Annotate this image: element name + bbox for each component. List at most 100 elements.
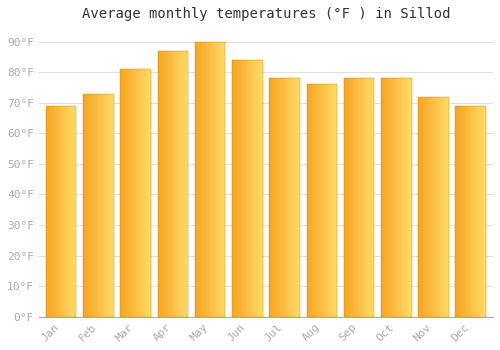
Bar <box>394 78 396 317</box>
Bar <box>360 78 362 317</box>
Bar <box>407 78 408 317</box>
Bar <box>274 78 276 317</box>
Bar <box>429 97 430 317</box>
Bar <box>392 78 393 317</box>
Bar <box>212 42 213 317</box>
Bar <box>314 84 316 317</box>
Bar <box>308 84 310 317</box>
Bar <box>358 78 359 317</box>
Bar <box>248 60 249 317</box>
Bar <box>140 69 141 317</box>
Bar <box>131 69 132 317</box>
Bar <box>143 69 145 317</box>
Bar <box>426 97 428 317</box>
Bar <box>196 42 198 317</box>
Bar <box>102 93 103 317</box>
Bar <box>185 51 186 317</box>
Bar <box>463 106 464 317</box>
Bar <box>70 106 72 317</box>
Bar <box>354 78 356 317</box>
Bar <box>46 106 76 317</box>
Bar <box>420 97 422 317</box>
Bar <box>138 69 140 317</box>
Bar <box>236 60 238 317</box>
Bar <box>232 60 234 317</box>
Bar <box>320 84 322 317</box>
Bar <box>100 93 102 317</box>
Bar <box>282 78 283 317</box>
Bar <box>284 78 286 317</box>
Bar <box>90 93 92 317</box>
Bar <box>213 42 214 317</box>
Bar <box>62 106 64 317</box>
Bar <box>166 51 168 317</box>
Bar <box>48 106 49 317</box>
Bar <box>469 106 470 317</box>
Bar <box>109 93 110 317</box>
Bar <box>438 97 440 317</box>
Bar <box>331 84 332 317</box>
Bar <box>404 78 406 317</box>
Bar <box>350 78 352 317</box>
Bar <box>359 78 360 317</box>
Bar <box>60 106 61 317</box>
Bar <box>306 84 308 317</box>
Bar <box>126 69 128 317</box>
Bar <box>306 84 337 317</box>
Bar <box>289 78 290 317</box>
Bar <box>56 106 58 317</box>
Bar <box>472 106 474 317</box>
Bar <box>158 51 159 317</box>
Bar <box>390 78 392 317</box>
Bar <box>310 84 311 317</box>
Bar <box>366 78 368 317</box>
Bar <box>164 51 165 317</box>
Bar <box>208 42 210 317</box>
Bar <box>283 78 284 317</box>
Bar <box>468 106 469 317</box>
Bar <box>238 60 240 317</box>
Bar <box>66 106 68 317</box>
Bar <box>49 106 50 317</box>
Bar <box>244 60 246 317</box>
Bar <box>434 97 435 317</box>
Bar <box>410 78 412 317</box>
Bar <box>292 78 294 317</box>
Bar <box>122 69 124 317</box>
Bar <box>271 78 272 317</box>
Bar <box>104 93 106 317</box>
Bar <box>214 42 216 317</box>
Bar <box>54 106 55 317</box>
Bar <box>52 106 54 317</box>
Bar <box>150 69 151 317</box>
Bar <box>137 69 138 317</box>
Bar <box>436 97 438 317</box>
Bar <box>125 69 126 317</box>
Bar <box>232 60 262 317</box>
Bar <box>432 97 434 317</box>
Bar <box>186 51 188 317</box>
Bar <box>470 106 472 317</box>
Bar <box>330 84 331 317</box>
Bar <box>103 93 104 317</box>
Bar <box>224 42 226 317</box>
Bar <box>250 60 252 317</box>
Bar <box>406 78 407 317</box>
Bar <box>478 106 480 317</box>
Bar <box>435 97 436 317</box>
Bar <box>371 78 373 317</box>
Bar <box>325 84 326 317</box>
Bar <box>174 51 176 317</box>
Bar <box>286 78 288 317</box>
Bar <box>242 60 244 317</box>
Bar <box>106 93 108 317</box>
Bar <box>68 106 69 317</box>
Bar <box>422 97 423 317</box>
Bar <box>160 51 162 317</box>
Bar <box>373 78 374 317</box>
Bar <box>168 51 170 317</box>
Bar <box>255 60 256 317</box>
Bar <box>221 42 222 317</box>
Bar <box>423 97 424 317</box>
Bar <box>120 69 151 317</box>
